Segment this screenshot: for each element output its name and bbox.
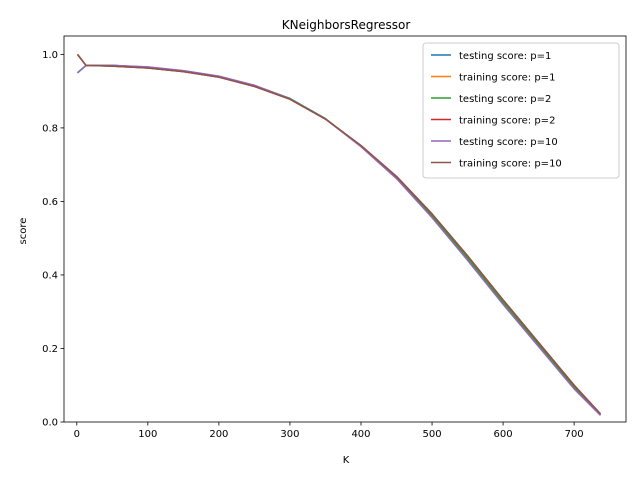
x-tick-label: 500 [422, 429, 441, 440]
y-tick-label: 0.6 [42, 197, 58, 208]
x-tick-label: 200 [209, 429, 228, 440]
legend: testing score: p=1 training score: p=1 tes… [422, 42, 620, 179]
y-tick-label: 0.8 [42, 123, 58, 134]
legend-label: training score: p=2 [459, 116, 555, 127]
x-tick-label: 700 [565, 429, 584, 440]
y-tick-label: 0.4 [42, 270, 58, 281]
x-tick-label: 100 [138, 429, 157, 440]
x-tick-label: 0 [74, 429, 80, 440]
y-tick-label: 1.0 [42, 50, 58, 61]
series-line-6 [76, 53, 601, 415]
y-axis-label: score [18, 218, 29, 245]
legend-box [422, 42, 620, 179]
x-axis-label: K [343, 455, 350, 466]
legend-label: training score: p=10 [459, 159, 562, 170]
chart-title: KNeighborsRegressor [282, 18, 411, 32]
legend-label: testing score: p=10 [459, 137, 558, 148]
x-tick-label: 600 [494, 429, 513, 440]
plot-area: 0 100 200 300 400 500 600 700 0.0 0.2 0.4 0.6 0.8 1.0 [42, 35, 627, 440]
y-tick-label: 0.2 [42, 344, 58, 355]
x-tick-label: 400 [351, 429, 370, 440]
axes-frame [63, 35, 627, 423]
y-tick-label: 0.0 [42, 418, 58, 429]
legend-label: training score: p=1 [459, 73, 555, 84]
legend-label: testing score: p=2 [459, 94, 551, 105]
x-tick-label: 300 [280, 429, 299, 440]
legend-label: testing score: p=1 [459, 51, 551, 62]
